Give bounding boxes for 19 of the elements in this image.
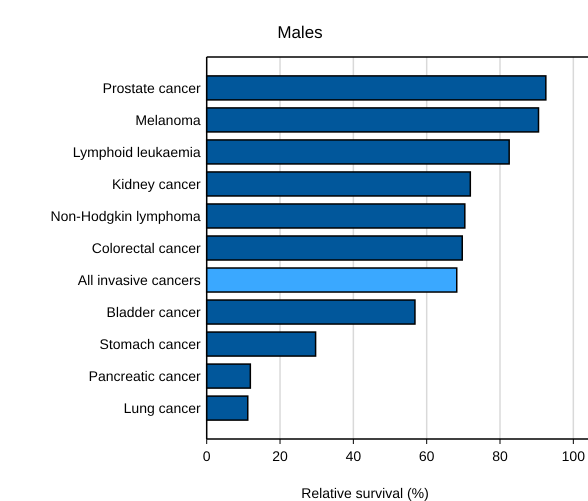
y-tick-label: All invasive cancers	[78, 272, 201, 288]
y-tick-label: Prostate cancer	[102, 80, 202, 96]
y-tick-label: Pancreatic cancer	[88, 368, 202, 384]
y-tick-label: Stomach cancer	[100, 336, 202, 352]
x-tick-label: 100	[562, 448, 586, 464]
x-tick-label: 0	[202, 448, 211, 464]
y-tick-label: Kidney cancer	[112, 176, 202, 192]
x-tick-label: 40	[346, 448, 362, 464]
chart-title: Males	[277, 23, 323, 42]
x-tick-label: 60	[418, 448, 435, 464]
y-tick-label: Colorectal cancer	[92, 240, 202, 256]
y-tick-label: Melanoma	[135, 112, 201, 128]
x-axis-title: Relative survival (%)	[301, 485, 429, 501]
y-tick-label: Non-Hodgkin lymphoma	[50, 208, 201, 224]
y-tick-label: Lymphoid leukaemia	[72, 144, 201, 160]
y-tick-label: Lung cancer	[124, 400, 202, 416]
x-tick-label: 20	[272, 448, 288, 464]
y-tick-label: Bladder cancer	[106, 304, 202, 320]
x-tick-label: 80	[492, 448, 508, 464]
